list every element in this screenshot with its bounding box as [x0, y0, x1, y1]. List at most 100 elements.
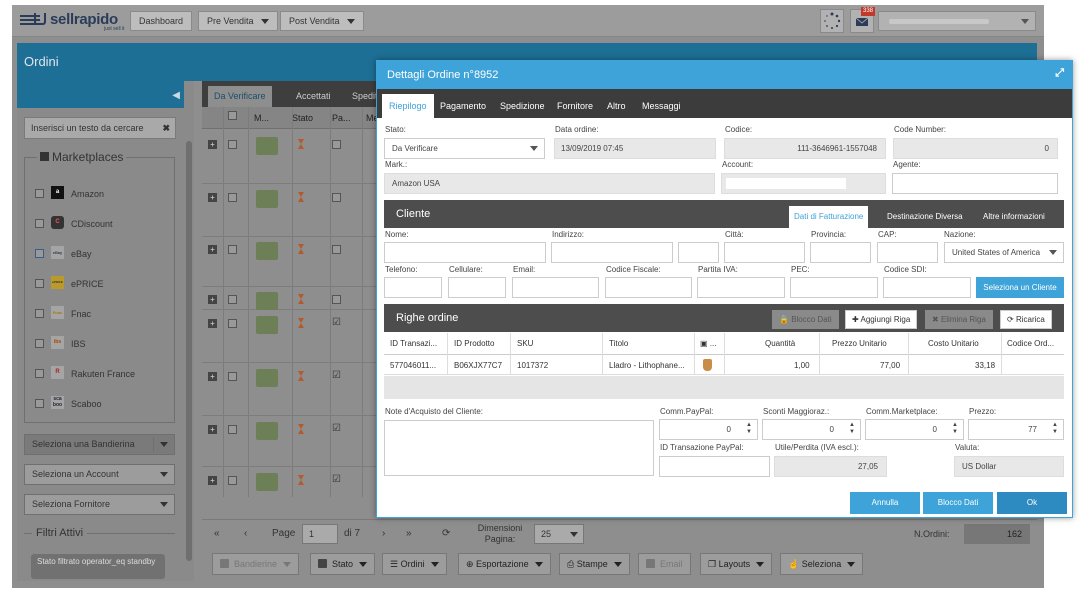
clear-icon[interactable]: ✖	[162, 123, 170, 133]
comm-marketplace-stepper[interactable]: 0 ▲ ▼	[865, 419, 964, 440]
page-size-select[interactable]: 25	[534, 524, 584, 544]
tab-pagamento[interactable]: Pagamento	[440, 101, 487, 111]
expand-icon[interactable]: ⤢	[1055, 67, 1064, 79]
note-textarea[interactable]	[384, 420, 654, 476]
sellrapido-logo[interactable]: sellrapido just sell it	[20, 11, 130, 33]
checkbox[interactable]	[35, 369, 44, 378]
column-header[interactable]: Quantità	[765, 339, 796, 348]
pec-field[interactable]	[790, 277, 878, 298]
expand-row-icon[interactable]: +	[208, 193, 217, 202]
table-row[interactable]: 577046011... B06XJX77C7 1017372 Lladro -…	[384, 355, 1064, 375]
image-icon[interactable]: ▣ ...	[700, 339, 717, 348]
tab-accettati[interactable]: Accettati	[296, 91, 331, 101]
tab-da-verificare[interactable]: Da Verificare	[208, 86, 272, 107]
pre-vendita-menu[interactable]: Pre Vendita	[198, 11, 278, 31]
expand-row-icon[interactable]: +	[208, 295, 217, 304]
checkbox[interactable]	[35, 399, 44, 408]
layouts-button[interactable]: ❐ Layouts	[700, 553, 773, 575]
code-number-field[interactable]: 0	[893, 138, 1058, 159]
collapse-left-icon[interactable]: ◀	[172, 90, 180, 101]
last-page-icon[interactable]: »	[406, 528, 412, 539]
nazione-select[interactable]: United States of America	[944, 242, 1064, 263]
tab-fornitore[interactable]: Fornitore	[557, 101, 594, 111]
column-header[interactable]: ID Transazi...	[390, 339, 438, 348]
codice-fiscale-field[interactable]	[605, 277, 692, 298]
comm-paypal-stepper[interactable]: 0 ▲ ▼	[659, 419, 758, 440]
ricarica-button[interactable]: ⟳ Ricarica	[1000, 310, 1052, 329]
checkbox[interactable]	[35, 249, 44, 258]
sconti-stepper[interactable]: 0 ▲ ▼	[762, 419, 861, 440]
nome-field[interactable]	[384, 242, 546, 263]
column-header[interactable]: Pa...	[332, 113, 351, 123]
indirizzo-field[interactable]	[551, 242, 673, 263]
checkbox[interactable]	[35, 279, 44, 288]
telefono-field[interactable]	[384, 277, 442, 298]
stato-button[interactable]: Stato	[310, 553, 376, 575]
stepper-arrows-icon[interactable]: ▲ ▼	[1052, 422, 1058, 435]
column-header[interactable]: SKU	[517, 339, 534, 348]
blocco-dati-footer-button[interactable]: Blocco Dati	[923, 492, 993, 514]
table-row[interactable]: + ☑	[202, 366, 392, 416]
table-row[interactable]: +	[202, 290, 392, 310]
tab-altre-informazioni[interactable]: Altre informazioni	[983, 212, 1045, 221]
email-field[interactable]	[512, 277, 599, 298]
cap-field[interactable]	[877, 242, 938, 263]
ok-button[interactable]: Ok	[997, 492, 1067, 514]
column-header[interactable]: Me	[366, 113, 379, 123]
tab-altro[interactable]: Altro	[607, 101, 626, 111]
row-checkbox[interactable]	[228, 476, 237, 485]
valuta-field[interactable]: US Dollar	[954, 456, 1064, 477]
utile-field[interactable]: 27,05	[774, 456, 887, 477]
refresh-icon[interactable]: ⟳	[442, 528, 451, 539]
checkbox[interactable]	[35, 189, 44, 198]
filter-chip[interactable]: Stato filtrato operator_eq standby	[31, 554, 165, 579]
citta-field[interactable]	[724, 242, 805, 263]
account-field[interactable]	[721, 173, 886, 194]
mail-icon[interactable]: 338	[850, 7, 875, 33]
row-checkbox[interactable]	[228, 319, 237, 328]
dashboard-button[interactable]: Dashboard	[130, 11, 193, 31]
blocco-dati-button[interactable]: 🔒 Blocco Dati	[772, 310, 839, 329]
bandierina-select[interactable]: Seleziona una Bandierina	[24, 434, 175, 455]
row-checkbox[interactable]	[228, 425, 237, 434]
search-input[interactable]: Inserisci un testo da cercare ✖	[24, 117, 176, 139]
elimina-riga-button[interactable]: ✖ Elimina Riga	[925, 310, 993, 329]
annulla-button[interactable]: Annulla	[850, 492, 920, 514]
column-header[interactable]: Stato	[292, 113, 314, 123]
row-checkbox[interactable]	[228, 193, 237, 202]
stepper-arrows-icon[interactable]: ▲ ▼	[746, 422, 752, 435]
column-header[interactable]: Codice Ord...	[1007, 339, 1055, 348]
stepper-arrows-icon[interactable]: ▲ ▼	[849, 422, 855, 435]
user-menu[interactable]	[878, 11, 1036, 31]
tab-spediti[interactable]: Spediti	[352, 91, 380, 101]
mark-field[interactable]: Amazon USA	[384, 173, 715, 194]
row-checkbox[interactable]	[228, 140, 237, 149]
civico-field[interactable]	[678, 242, 719, 263]
tab-destinazione-diversa[interactable]: Destinazione Diversa	[887, 212, 963, 221]
column-header[interactable]: Costo Unitario	[928, 339, 979, 348]
prev-page-icon[interactable]: ‹	[244, 528, 248, 539]
email-button[interactable]: Email	[638, 553, 691, 575]
cellulare-field[interactable]	[448, 277, 506, 298]
codice-field[interactable]: 111-3646961-1557048	[724, 138, 886, 159]
expand-row-icon[interactable]: +	[208, 319, 217, 328]
stepper-arrows-icon[interactable]: ▲ ▼	[952, 422, 958, 435]
seleziona-button[interactable]: ☝ Seleziona	[780, 553, 864, 575]
sidebar-scrollbar[interactable]	[184, 81, 194, 581]
loading-spinner-icon[interactable]	[820, 9, 844, 33]
expand-row-icon[interactable]: +	[208, 372, 217, 381]
tab-messaggi[interactable]: Messaggi	[642, 101, 681, 111]
row-checkbox[interactable]	[228, 295, 237, 304]
codice-sdi-field[interactable]	[883, 277, 971, 298]
tab-spedizione[interactable]: Spedizione	[500, 101, 545, 111]
partita-iva-field[interactable]	[697, 277, 785, 298]
column-header[interactable]: M...	[254, 113, 269, 123]
esportazione-button[interactable]: ⊕ Esportazione	[458, 553, 551, 575]
table-row[interactable]: + ☑	[202, 419, 392, 467]
table-row[interactable]: +	[202, 239, 392, 287]
next-page-icon[interactable]: ›	[382, 528, 386, 539]
stato-select[interactable]: Da Verificare	[384, 138, 545, 159]
column-header[interactable]: Prezzo Unitario	[832, 339, 887, 348]
checkbox[interactable]	[35, 219, 44, 228]
expand-row-icon[interactable]: +	[208, 476, 217, 485]
